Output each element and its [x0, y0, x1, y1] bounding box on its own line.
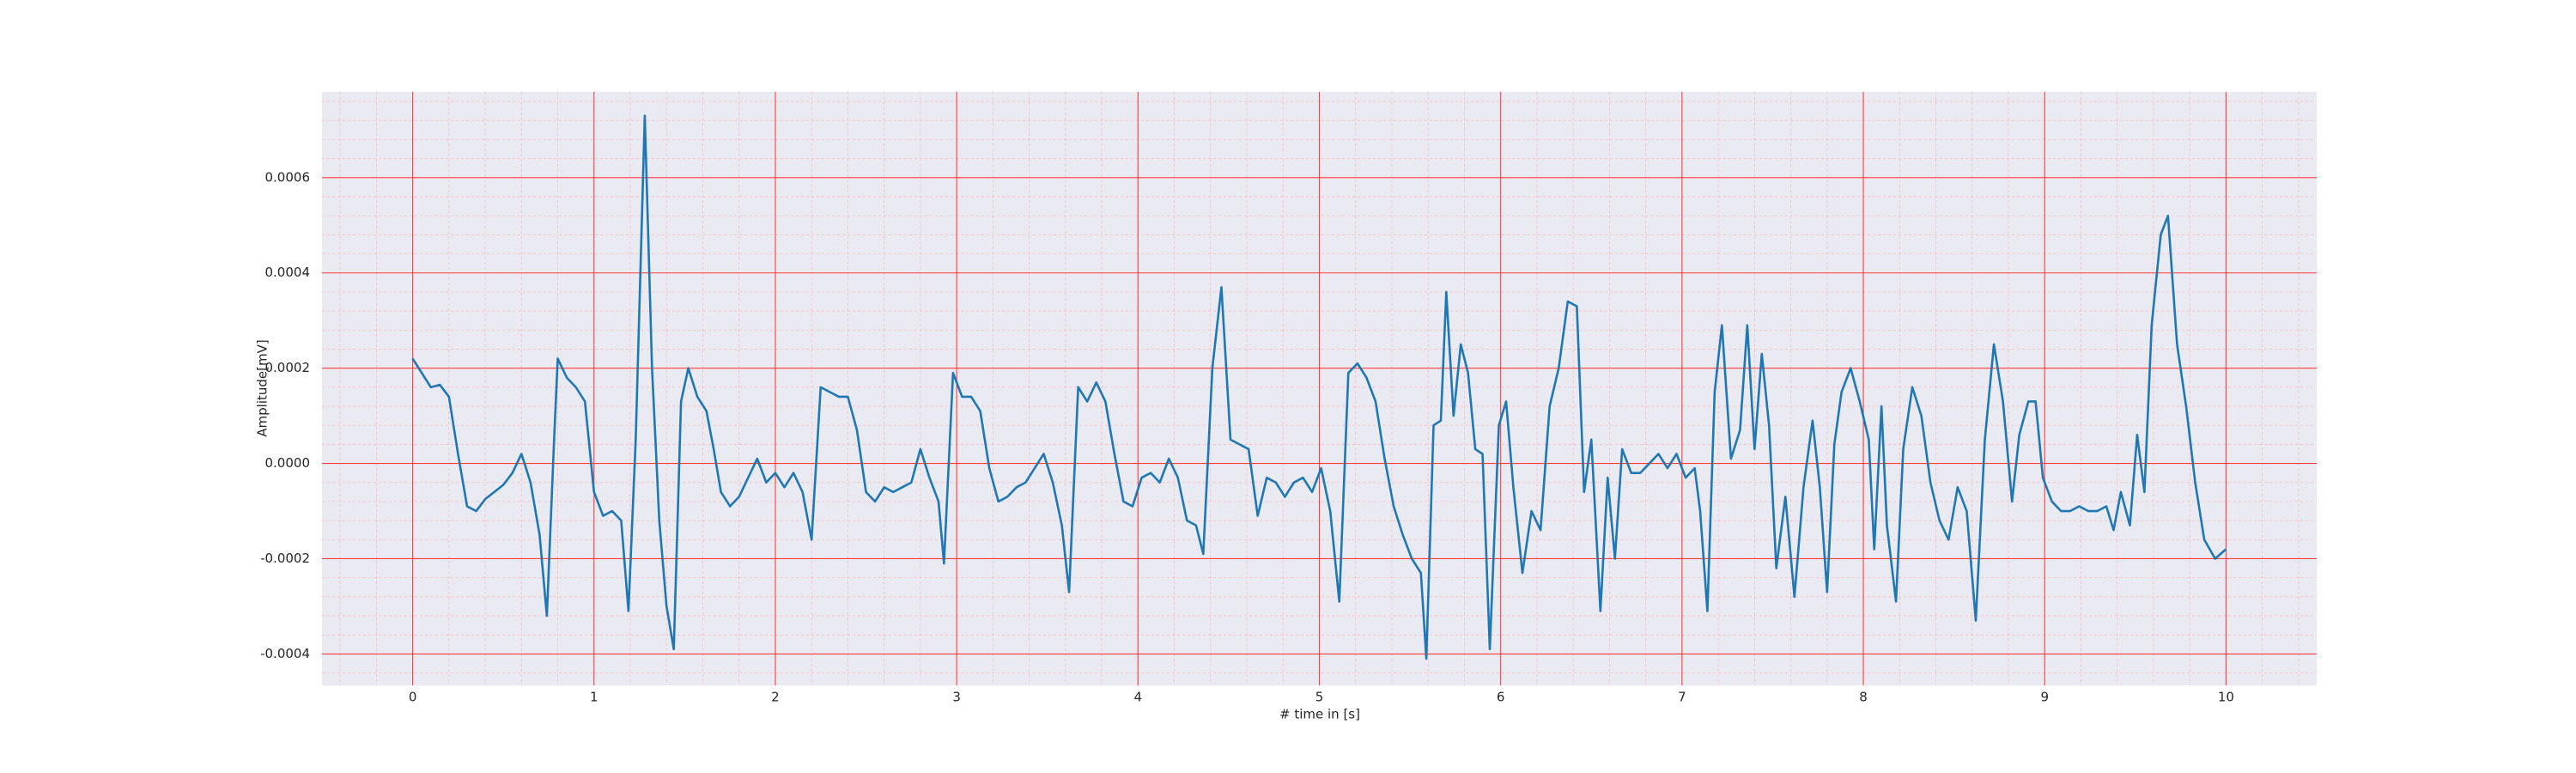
- x-tick-label: 1: [590, 690, 598, 705]
- y-axis-label: Amplitude[mV]: [255, 339, 270, 436]
- y-tick-label: 0.0006: [265, 169, 311, 185]
- signal-line: [411, 114, 2227, 660]
- y-tick-label: -0.0002: [260, 551, 310, 566]
- x-tick-label: 3: [952, 690, 961, 705]
- x-tick-label: 9: [2040, 690, 2049, 705]
- x-tick-label: 7: [1678, 690, 1686, 705]
- x-tick-label: 4: [1134, 690, 1143, 705]
- x-axis-label: # time in [s]: [1279, 707, 1360, 722]
- x-tick-label: 8: [1859, 690, 1868, 705]
- x-tick-label: 2: [771, 690, 780, 705]
- x-tick-label: 0: [409, 690, 417, 705]
- y-tick-label: 0.0002: [265, 360, 311, 375]
- x-tick-label: 10: [2218, 690, 2234, 705]
- y-tick-label: -0.0004: [260, 646, 310, 661]
- y-tick-label: 0.0000: [265, 455, 311, 471]
- x-tick-label: 5: [1315, 690, 1324, 705]
- x-tick-label: 6: [1497, 690, 1505, 705]
- y-tick-label: 0.0004: [265, 265, 311, 280]
